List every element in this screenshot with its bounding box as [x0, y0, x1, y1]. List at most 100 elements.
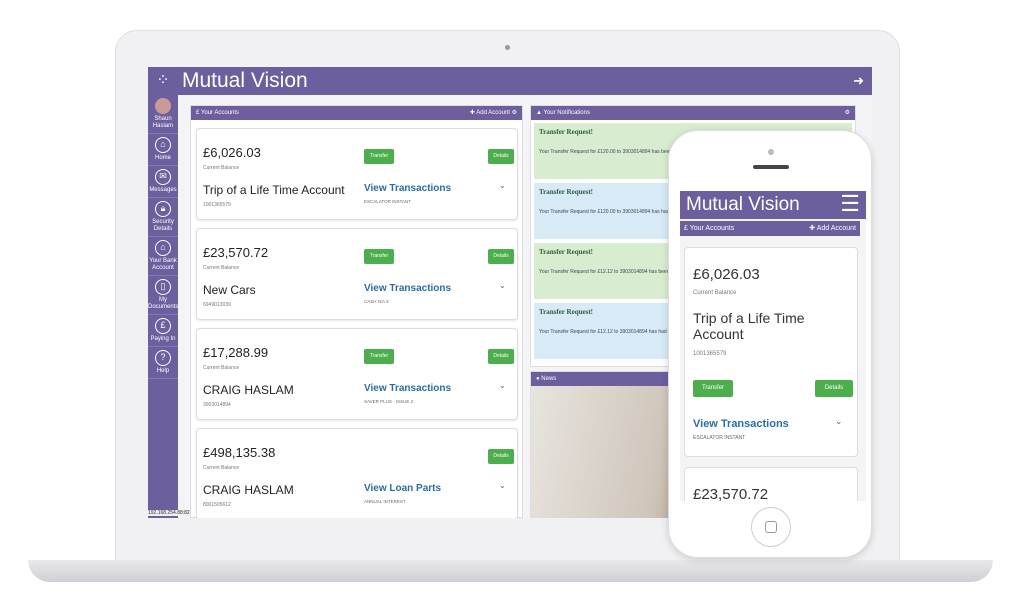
details-button[interactable]: Details — [488, 249, 514, 264]
balance-label: Current Balance — [203, 365, 240, 371]
balance: £6,026.03 — [693, 266, 760, 283]
app-header: ⁘ Mutual Vision ➜ — [148, 67, 872, 95]
logo-icon: ⁘ — [156, 72, 170, 89]
account-card: £6,026.03 Current Balance Trip of a Life… — [196, 128, 518, 220]
view-transactions-link[interactable]: View Transactions — [693, 418, 789, 430]
notification-title: Transfer Request! — [539, 188, 593, 196]
sidebar-item-label: Messages — [149, 187, 177, 193]
balance: £17,288.99 — [203, 345, 269, 360]
account-name: CRAIG HASLAM — [203, 383, 294, 397]
user-name: Shaun Haslam — [152, 116, 174, 129]
chevron-down-icon[interactable]: ⌄ — [499, 281, 506, 290]
sidebar-item-documents[interactable]: ▯ My Documents — [148, 276, 178, 315]
balance: £23,570.72 — [693, 486, 769, 501]
sidebar-item-label: Your Bank Account — [149, 258, 177, 271]
transfer-button[interactable]: Transfer — [364, 349, 394, 364]
sidebar-user[interactable]: Shaun Haslam — [148, 95, 178, 134]
notifications-title: ▲ Your Notifications — [536, 110, 590, 116]
help-icon: ? — [155, 350, 171, 366]
view-transactions-link[interactable]: View Loan Parts — [364, 483, 442, 494]
view-transactions-link[interactable]: View Transactions — [364, 283, 452, 294]
news-title: ● News — [536, 376, 557, 382]
balance: £6,026.03 — [203, 145, 261, 160]
mobile-header: Mutual Vision ☰ — [680, 191, 866, 219]
home-button[interactable] — [751, 507, 791, 547]
cash-icon: £ — [155, 318, 171, 334]
ip-address: 192.168.254.88:82 ▾ — [148, 510, 194, 516]
sidebar-item-paying-in[interactable]: £ Paying In — [148, 315, 178, 347]
bank-icon: ⌂ — [155, 240, 171, 256]
home-button-icon — [765, 521, 777, 533]
accounts-title: £ Your Accounts — [196, 110, 240, 116]
details-button[interactable]: Details — [815, 380, 853, 397]
account-number: 1001365579 — [203, 202, 231, 208]
sidebar-item-help[interactable]: ? Help — [148, 347, 178, 379]
mobile-accounts-title: £ Your Accounts — [684, 225, 735, 232]
product-name: ESCALATOR INSTANT — [693, 435, 746, 441]
accounts-header: £ Your Accounts ✚ Add Account ⚙ — [191, 106, 522, 120]
sidebar-item-home[interactable]: ⌂ Home — [148, 134, 178, 166]
notifications-header: ▲ Your Notifications ⚙ — [531, 106, 855, 120]
laptop-camera — [505, 45, 510, 50]
account-number: 6949013039 — [203, 302, 231, 308]
chevron-down-icon[interactable]: ⌄ — [499, 481, 506, 490]
account-name: Trip of a Life Time Account — [693, 310, 805, 342]
phone: Mutual Vision ☰ £ Your Accounts ✚ Add Ac… — [668, 130, 872, 558]
accounts-panel: £ Your Accounts ✚ Add Account ⚙ £6,026.03… — [190, 105, 523, 518]
mobile-account-card: £23,570.72 — [684, 467, 858, 501]
account-card: £23,570.72 Current Balance New Cars 6949… — [196, 228, 518, 320]
logout-icon[interactable]: ➜ — [853, 73, 864, 88]
balance: £498,135.38 — [203, 445, 276, 460]
sidebar-item-security[interactable]: 🔒︎ Security Details — [148, 198, 178, 237]
account-name: New Cars — [203, 283, 256, 297]
mobile-app: Mutual Vision ☰ £ Your Accounts ✚ Add Ac… — [680, 191, 866, 501]
sidebar-item-label: Security Details — [152, 219, 174, 232]
document-icon: ▯ — [155, 279, 171, 295]
sidebar-item-bank-account[interactable]: ⌂ Your Bank Account — [148, 237, 178, 276]
sidebar-item-label: Help — [156, 368, 170, 374]
lock-icon: 🔒︎ — [155, 201, 171, 217]
phone-camera — [768, 149, 774, 155]
hamburger-menu-icon[interactable]: ☰ — [840, 191, 860, 216]
settings-icon[interactable]: ⚙ — [844, 110, 850, 116]
product-name: ANNUAL INTEREST — [364, 499, 406, 504]
transfer-button[interactable]: Transfer — [364, 149, 394, 164]
balance-label: Current Balance — [203, 265, 240, 271]
view-transactions-link[interactable]: View Transactions — [364, 383, 452, 394]
product-name: CASH ISA 3 — [364, 299, 389, 304]
add-account-button[interactable]: ✚ Add Account ⚙ — [469, 110, 517, 116]
details-button[interactable]: Details — [488, 449, 514, 464]
chevron-down-icon[interactable]: ⌄ — [499, 181, 506, 190]
notification-title: Transfer Request! — [539, 308, 593, 316]
notification-text: Your Transfer Request for £12.12 to 3903… — [539, 329, 667, 335]
transfer-button[interactable]: Transfer — [364, 249, 394, 264]
account-number: 1001365579 — [693, 351, 727, 357]
avatar — [155, 98, 171, 114]
app-title: Mutual Vision — [182, 69, 308, 92]
phone-speaker — [753, 165, 789, 169]
laptop-base — [28, 560, 993, 582]
details-button[interactable]: Details — [488, 349, 514, 364]
balance-label: Current Balance — [203, 465, 240, 471]
account-name: Trip of a Life Time Account — [203, 183, 345, 197]
sidebar-item-label: My Documents — [148, 297, 179, 310]
transfer-button[interactable]: Transfer — [693, 380, 733, 397]
mobile-add-account-button[interactable]: ✚ Add Account — [809, 225, 856, 232]
notification-text: Your Transfer Request for £12.12 to 3903… — [539, 269, 670, 275]
notification-title: Transfer Request! — [539, 128, 593, 136]
home-icon: ⌂ — [155, 137, 171, 153]
sidebar: Shaun Haslam ⌂ Home ✉ Messages 🔒︎ Security … — [148, 95, 178, 518]
sidebar-item-label: Paying In — [150, 336, 176, 342]
view-transactions-link[interactable]: View Transactions — [364, 183, 452, 194]
chevron-down-icon[interactable]: ⌄ — [499, 381, 506, 390]
notification-title: Transfer Request! — [539, 248, 593, 256]
sidebar-item-messages[interactable]: ✉ Messages — [148, 166, 178, 198]
balance-label: Current Balance — [693, 290, 737, 296]
sidebar-item-label: Home — [154, 155, 171, 161]
account-number: 3903014894 — [203, 402, 231, 408]
account-card: £498,135.38 Current Balance CRAIG HASLAM… — [196, 428, 518, 518]
details-button[interactable]: Details — [488, 149, 514, 164]
chevron-down-icon[interactable]: ⌄ — [835, 416, 843, 426]
notification-text: Your Transfer Request for £120.00 to 390… — [539, 149, 673, 155]
account-name: CRAIG HASLAM — [203, 483, 294, 497]
